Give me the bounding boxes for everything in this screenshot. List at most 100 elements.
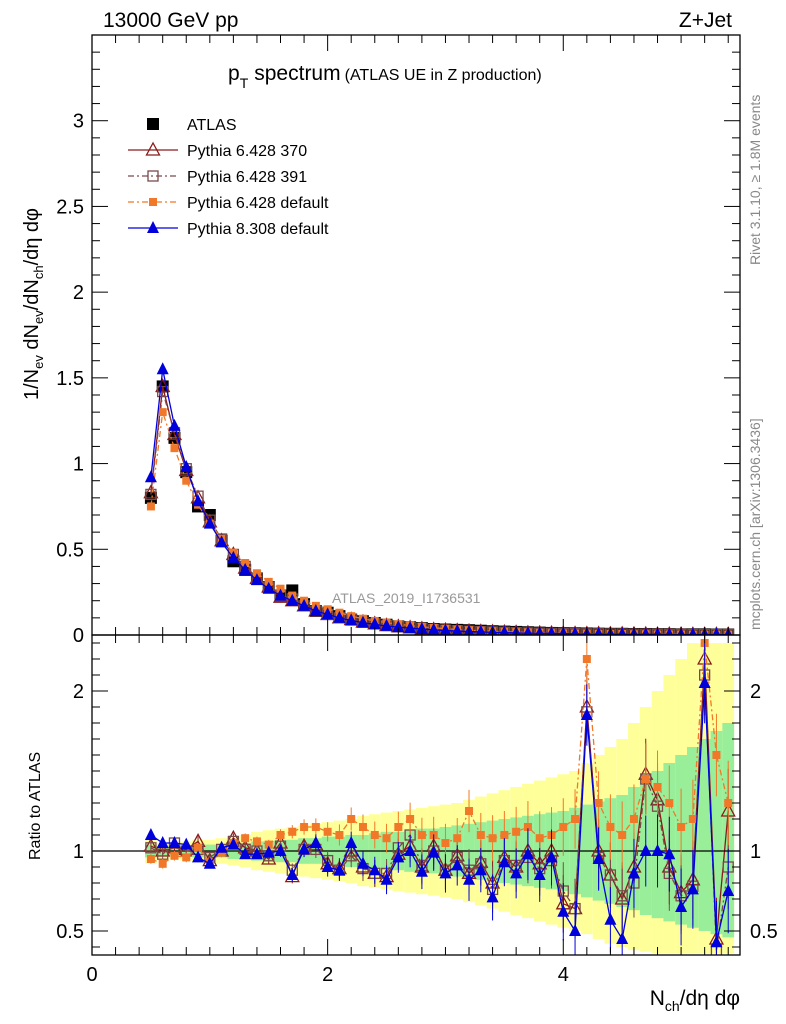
data-point (476, 831, 485, 839)
data-point (453, 834, 462, 843)
data-point (404, 621, 417, 634)
data-point (618, 627, 627, 635)
data-point (712, 627, 721, 635)
ratio-frame (91, 634, 741, 956)
data-point (182, 853, 191, 862)
legend-label: Pythia 8.308 default (187, 221, 329, 238)
data-point (146, 502, 155, 511)
data-point (370, 831, 379, 839)
data-point (156, 836, 169, 848)
data-point (288, 827, 297, 836)
data-point (712, 751, 721, 759)
data-point (604, 912, 617, 925)
data-point (203, 516, 216, 529)
data-point (239, 562, 252, 575)
data-point (570, 626, 580, 635)
data-point (358, 823, 367, 831)
data-point (415, 864, 428, 877)
data-point (298, 842, 311, 855)
data-point (239, 847, 252, 860)
data-point (227, 550, 240, 563)
data-point (677, 823, 686, 831)
mcplots-label: mcplots.cern.ch [arXiv:1306.3436] (747, 418, 763, 630)
header-left: 13000 GeV pp (103, 9, 238, 32)
data-point (144, 828, 157, 840)
legend-label: ATLAS (187, 117, 237, 134)
data-point (241, 834, 250, 843)
data-point (345, 836, 358, 848)
y-tick-label: 0.5 (56, 539, 84, 561)
ratio-y-tick-label-right: 2 (750, 681, 761, 703)
data-point (166, 426, 183, 441)
main-ylabel: 1/Nev dNev/dNch/dη dφ (21, 208, 46, 400)
data-point (309, 604, 322, 616)
ratio-y-tick-label: 2 (73, 681, 84, 703)
data-point (488, 834, 497, 843)
data-point (500, 831, 509, 839)
data-point (627, 866, 640, 879)
ratio-series-3 (144, 642, 735, 955)
x-tick-label: 2 (322, 964, 333, 986)
legend-label: Pythia 6.428 391 (187, 169, 307, 186)
data-point (557, 904, 570, 917)
data-point (144, 470, 157, 483)
data-point (547, 626, 556, 635)
data-point (698, 676, 711, 688)
legend-item: Pythia 6.428 default (128, 195, 329, 212)
ratio-ylabel: Ratio to ATLAS (27, 752, 44, 860)
data-point (451, 624, 463, 635)
data-point (347, 815, 356, 823)
x-tick-label: 0 (86, 964, 97, 986)
ratio-series-2 (146, 635, 733, 869)
data-point (203, 856, 216, 869)
data-point (724, 799, 733, 807)
data-point (641, 627, 650, 635)
data-point (321, 607, 334, 620)
ratio-y-tick-label: 0.5 (56, 921, 84, 943)
data-point (722, 884, 735, 896)
data-point (465, 807, 474, 815)
data-point (641, 775, 650, 783)
legend-label: Pythia 6.428 default (187, 195, 329, 212)
data-point (298, 598, 311, 611)
y-tick-label: 2 (73, 282, 84, 304)
data-point (143, 484, 159, 499)
data-point (523, 823, 532, 831)
data-point (569, 924, 582, 936)
y-tick-label: 0 (73, 625, 84, 647)
data-point (523, 626, 533, 635)
x-tick-label: 4 (558, 964, 569, 986)
data-point (688, 815, 697, 823)
data-point (276, 831, 285, 839)
data-point (192, 850, 205, 863)
data-point (629, 815, 638, 823)
data-point (463, 872, 476, 885)
data-point (309, 836, 322, 848)
chart-title: pT spectrum (ATLAS UE in Z production) (228, 62, 542, 91)
data-point (252, 837, 261, 846)
data-point (616, 890, 628, 902)
y-tick-label: 3 (73, 111, 84, 133)
y-tick-label: 1.5 (56, 368, 84, 390)
data-point (594, 799, 603, 807)
legend-item: ATLAS (147, 117, 237, 134)
data-point (689, 627, 697, 635)
data-point (486, 890, 499, 903)
data-point (439, 866, 452, 879)
data-point (406, 815, 415, 823)
data-point (392, 620, 405, 633)
header-right: Z+Jet (679, 9, 732, 32)
data-point (194, 843, 203, 852)
data-point (380, 618, 393, 631)
data-point (149, 198, 157, 206)
axes-group: 00.511.522.530.5 0.51 12 20 2 4 (56, 34, 778, 986)
data-point (533, 868, 546, 880)
data-point (262, 581, 275, 594)
data-point (335, 831, 344, 839)
data-point (215, 840, 228, 853)
data-point (158, 859, 167, 868)
data-point (147, 118, 159, 130)
data-point (356, 856, 369, 869)
data-point (274, 588, 287, 601)
data-point (475, 624, 486, 635)
